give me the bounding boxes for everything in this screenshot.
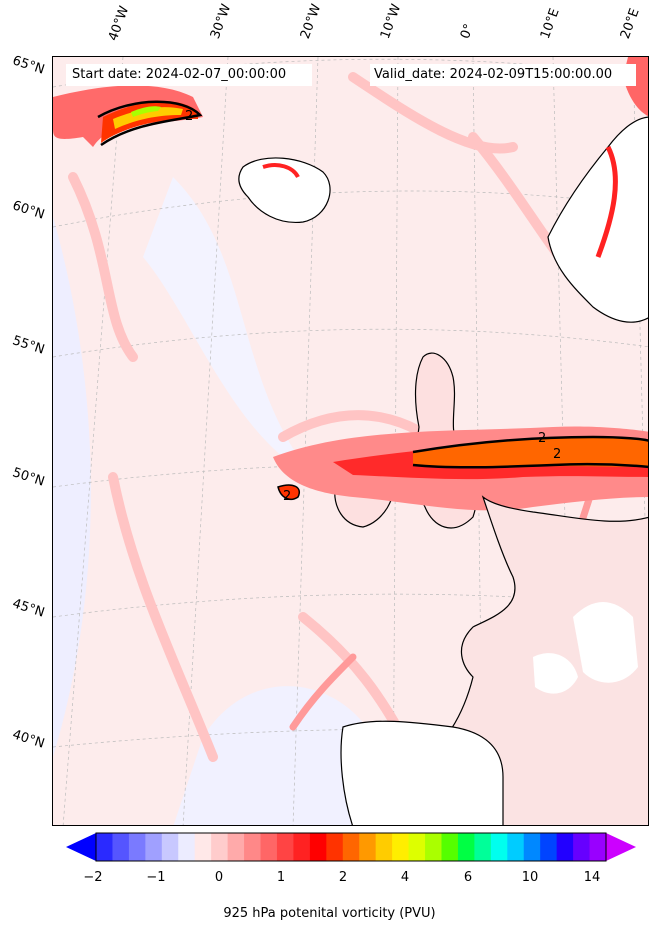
- colorbar-cell: [244, 833, 262, 861]
- valid-date-label: Valid_date: 2024-02-09T15:00:00.00: [370, 64, 636, 86]
- lon-label-10e: 10°E: [537, 6, 563, 42]
- colorbar-tick: −1: [146, 870, 166, 885]
- colorbar-cell: [96, 833, 113, 861]
- lon-label-30w: 30°W: [207, 2, 235, 41]
- colorbar-cell: [392, 833, 410, 861]
- colorbar-label: 925 hPa potenital vorticity (PVU): [223, 906, 436, 921]
- colorbar-cell: [211, 833, 229, 861]
- colorbar-cell: [408, 833, 426, 861]
- start-date-label: Start date: 2024-02-07_00:00:00: [66, 64, 312, 86]
- colorbar-cell: [441, 833, 459, 861]
- colorbar-cell: [227, 833, 245, 861]
- colorbar-cell: [342, 833, 360, 861]
- negative-pv-region-south: [173, 686, 383, 825]
- colorbar-tick: 14: [583, 870, 601, 885]
- contour-label-greenland: 2: [185, 109, 194, 124]
- contour-label-europe: 2: [553, 447, 562, 462]
- colorbar-tick: 10: [521, 870, 539, 885]
- colorbar-cell: [425, 833, 442, 861]
- lat-label-45n: 45°N: [10, 596, 47, 621]
- colorbar-cell: [161, 833, 179, 861]
- colorbar-cell: [523, 833, 541, 861]
- colorbar-cell: [128, 833, 146, 861]
- colorbar-extend-min: [66, 833, 96, 861]
- colorbar-cell: [293, 833, 311, 861]
- iceland: [238, 157, 331, 224]
- colorbar-cell: [276, 833, 294, 861]
- colorbar-cell: [309, 833, 327, 861]
- main-pv-band: [273, 426, 648, 511]
- colorbar-cell: [474, 833, 492, 861]
- colorbar-cell: [178, 833, 196, 861]
- colorbar-cell: [112, 833, 130, 861]
- colorbar-cell: [145, 833, 163, 861]
- lat-label-50n: 50°N: [10, 465, 47, 490]
- pv-map: [53, 57, 648, 825]
- negative-pv-region-central: [143, 177, 313, 477]
- colorbar-cell: [507, 833, 525, 861]
- colorbar-extend-max: [606, 833, 636, 861]
- lon-label-20e: 20°E: [617, 6, 643, 42]
- lon-label-0: 0°: [457, 21, 478, 41]
- colorbar-tick: 4: [400, 870, 410, 885]
- lon-label-20w: 20°W: [297, 2, 325, 41]
- colorbar-tick: −2: [83, 870, 103, 885]
- colorbar-cell: [540, 833, 558, 861]
- colorbar-cell: [589, 833, 607, 861]
- colorbar: [66, 832, 636, 862]
- colorbar-tick: 6: [463, 870, 473, 885]
- lat-label-40n: 40°N: [10, 727, 47, 752]
- lat-label-65n: 65°N: [10, 53, 47, 78]
- contour-label-north-sea: 2: [538, 431, 547, 446]
- colorbar-cell: [359, 833, 377, 861]
- colorbar-cell: [556, 833, 574, 861]
- continental-europe: [340, 495, 648, 825]
- colorbar-cell: [457, 833, 475, 861]
- lon-label-10w: 10°W: [377, 2, 405, 41]
- colorbar-cell: [326, 833, 344, 861]
- lat-label-55n: 55°N: [10, 333, 47, 358]
- colorbar-cell: [573, 833, 591, 861]
- contour-label-atlantic: 2: [283, 489, 292, 504]
- colorbar-cell: [260, 833, 278, 861]
- colorbar-tick: 1: [276, 870, 286, 885]
- colorbar-cell: [490, 833, 508, 861]
- greenland-pv-band: [53, 85, 203, 147]
- colorbar-cells: [96, 833, 607, 861]
- colorbar-cell: [375, 833, 393, 861]
- negative-pv-region-west: [53, 217, 91, 757]
- colorbar-tick: 0: [214, 870, 224, 885]
- lat-label-60n: 60°N: [10, 198, 47, 223]
- colorbar-tick: 2: [338, 870, 348, 885]
- lon-label-40w: 40°W: [105, 4, 133, 43]
- map-panel: 2 2 2 2: [52, 56, 649, 826]
- colorbar-outline: [95, 832, 607, 862]
- colorbar-cell: [194, 833, 212, 861]
